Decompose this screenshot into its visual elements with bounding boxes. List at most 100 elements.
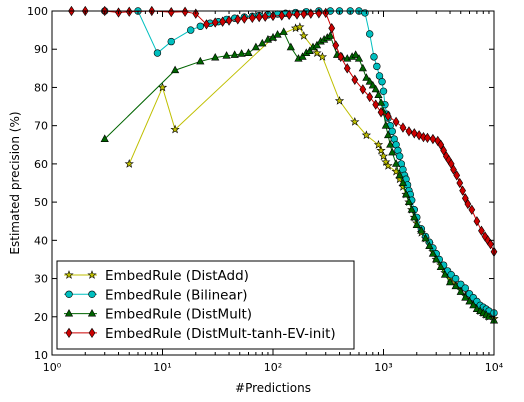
series-1-point (317, 52, 328, 61)
series-3-point (368, 80, 377, 89)
series-2-point (167, 37, 175, 46)
y-tick-label: 80 (34, 81, 48, 94)
series-4-point (456, 177, 464, 189)
x-tick-label: 10² (264, 361, 282, 374)
legend-label: EmbedRule (DistMult) (105, 307, 252, 323)
y-tick-label: 40 (34, 234, 48, 247)
series-1-point (381, 157, 391, 166)
series-4-point (225, 15, 233, 26)
legend-marker (65, 290, 73, 298)
series-3-point (383, 130, 393, 139)
series-4-point (459, 185, 466, 196)
x-axis-label: #Predictions (235, 381, 311, 395)
series-4-point (440, 145, 447, 156)
series-4-point (478, 225, 485, 236)
y-tick-label: 60 (34, 158, 48, 171)
series-3-point (401, 189, 411, 198)
y-tick-label: 70 (34, 120, 48, 133)
series-1-point (170, 124, 180, 134)
series-3-point (374, 90, 383, 98)
series-3-point (395, 170, 404, 179)
series-4-point (420, 131, 427, 143)
series-3-point (305, 46, 314, 55)
series-1-point (391, 166, 401, 176)
series-3-point (425, 241, 434, 249)
series-4-point (424, 132, 431, 144)
series-2-point (461, 284, 470, 292)
series-1-point (299, 30, 309, 40)
series-3-point (279, 27, 288, 35)
legend: EmbedRule (DistAdd) EmbedRule (Bilinear) E… (56, 260, 355, 350)
series-3-point (237, 49, 246, 57)
series-4-point (450, 164, 457, 175)
series-4-point (337, 51, 345, 63)
series-3-point (398, 178, 408, 186)
series-3-point (222, 51, 231, 59)
legend-marker (88, 290, 96, 298)
series-4-point (332, 40, 340, 51)
series-3-point (432, 254, 441, 263)
y-tick-label: 30 (34, 273, 48, 286)
series-3-point (211, 53, 220, 61)
series-4-point (359, 84, 367, 95)
legend-entry: EmbedRule (Bilinear) (64, 287, 248, 303)
legend-marker (65, 327, 73, 339)
series-1-point (376, 145, 386, 155)
series-4-point (437, 139, 445, 150)
series-4-point (399, 122, 407, 133)
series-1-point (295, 22, 305, 31)
series-4-point (255, 11, 263, 23)
series-1-point (334, 95, 345, 105)
series-4-point (293, 9, 301, 20)
series-3-point (469, 300, 478, 309)
series-1-point (124, 159, 134, 168)
series-3-point (421, 233, 430, 242)
series-4-point (278, 10, 286, 21)
series-3-point (388, 147, 397, 156)
series-4-point (234, 14, 242, 25)
series-3-point (451, 281, 460, 290)
y-tick-label: 100 (27, 5, 48, 18)
series-4-point (285, 9, 293, 20)
series-3-point (436, 262, 445, 270)
legend-marker (64, 270, 74, 279)
series-2-point (370, 53, 378, 61)
y-axis-label: Estimated precision (%) (8, 111, 22, 254)
series-3-point (391, 159, 401, 167)
series-4-point (429, 133, 437, 145)
series-4-point (366, 91, 374, 103)
series-1-point (373, 139, 384, 149)
series-4-point (211, 17, 219, 28)
series-3-point (376, 98, 386, 106)
series-4-point (410, 128, 418, 139)
series-4-point (464, 198, 472, 210)
series-3-point (445, 277, 455, 286)
legend-entry: EmbedRule (DistMult) (64, 307, 252, 323)
series-4-point (203, 19, 210, 30)
series-3-point (412, 220, 421, 228)
x-tick-label: 10³ (374, 361, 392, 374)
legend-entry: EmbedRule (DistAdd) (64, 268, 249, 284)
legend-label: EmbedRule (DistMult-tanh-EV-init) (105, 326, 336, 342)
series-4-point (468, 204, 476, 215)
y-tick-label: 10 (34, 349, 48, 362)
series-4-point (377, 107, 385, 118)
series-4-point (453, 170, 461, 181)
series-4-point (261, 11, 269, 22)
series-1-point (361, 130, 372, 140)
series-3-point (404, 197, 414, 206)
series-3-point (286, 42, 295, 51)
legend-entry: EmbedRule (DistMult-tanh-EV-init) (64, 326, 336, 342)
series-2-point (451, 274, 460, 283)
series-1-point (157, 82, 168, 92)
series-2-point (373, 62, 381, 71)
series-3-point (230, 50, 239, 58)
series-3-point (251, 42, 260, 51)
series-4-point (240, 13, 248, 24)
series-2-point (388, 127, 396, 136)
series-2-point (187, 26, 195, 34)
series-4-point (351, 74, 359, 85)
x-tick-label: 10⁴ (485, 361, 504, 374)
series-3 (100, 27, 499, 324)
series-4-point (307, 8, 315, 19)
